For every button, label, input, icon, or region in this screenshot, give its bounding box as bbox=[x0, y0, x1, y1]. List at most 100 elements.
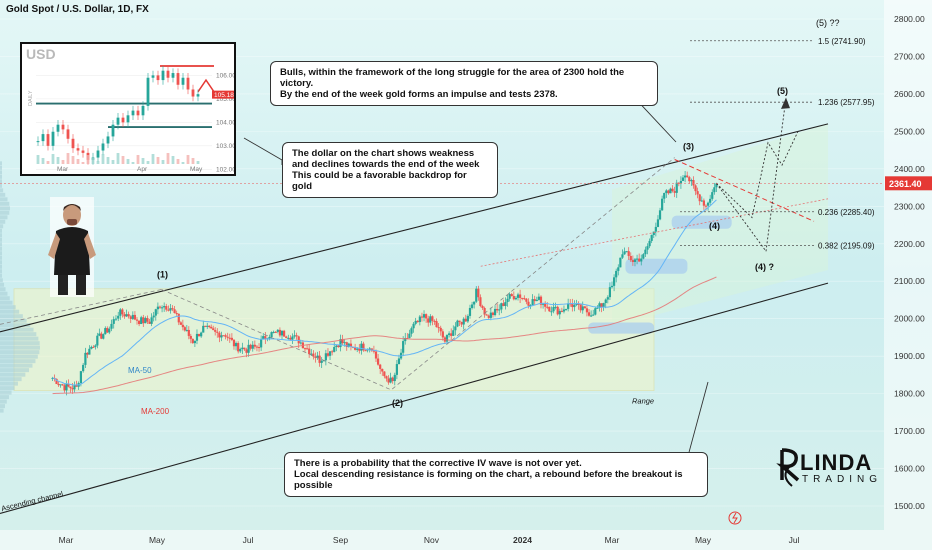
inset-candle-body bbox=[161, 70, 165, 81]
fib-label: 0.236 (2285.40) bbox=[818, 208, 875, 217]
candle-body bbox=[431, 316, 434, 321]
inset-candle-body bbox=[156, 75, 160, 81]
candle-body bbox=[598, 303, 601, 308]
candle-body bbox=[160, 307, 164, 309]
candle-body bbox=[171, 308, 174, 310]
candle-body bbox=[212, 328, 215, 331]
y-tick-label: 2100.00 bbox=[894, 276, 925, 286]
candle-body bbox=[571, 303, 574, 308]
inset-x-label: Apr bbox=[137, 166, 148, 173]
candle-body bbox=[123, 314, 126, 317]
candle-body bbox=[310, 353, 313, 355]
candle-body bbox=[608, 287, 612, 298]
candle-body bbox=[615, 270, 618, 278]
candle-body bbox=[646, 246, 649, 250]
candle-body bbox=[665, 190, 668, 193]
inset-candle-body bbox=[71, 138, 75, 149]
candle-body bbox=[127, 314, 130, 317]
candle-body bbox=[104, 328, 107, 335]
candle-body bbox=[635, 258, 639, 260]
channel-lower-line bbox=[0, 282, 829, 515]
candle-body bbox=[264, 336, 267, 339]
candle-body bbox=[106, 328, 109, 333]
candle-body bbox=[585, 308, 589, 313]
candle-body bbox=[667, 190, 670, 194]
candle-body bbox=[305, 348, 309, 350]
volume-profile-bar bbox=[0, 287, 6, 292]
candle-body bbox=[63, 385, 66, 391]
candle-body bbox=[404, 337, 407, 342]
candle-body bbox=[260, 339, 263, 348]
inset-candle-body bbox=[51, 131, 55, 146]
candle-body bbox=[339, 339, 342, 348]
y-tick-label: 2200.00 bbox=[894, 239, 925, 249]
candle-body bbox=[640, 258, 643, 262]
candle-body bbox=[681, 177, 685, 181]
candle-body bbox=[324, 353, 327, 361]
volume-profile-bar bbox=[0, 183, 2, 188]
candle-body bbox=[663, 192, 666, 199]
candle-body bbox=[239, 348, 242, 352]
candle-body bbox=[249, 344, 252, 349]
inset-volume-bar bbox=[116, 153, 120, 164]
candle-body bbox=[274, 331, 277, 333]
candle-body bbox=[214, 330, 217, 332]
volume-profile-bar bbox=[0, 372, 26, 377]
inset-price-tag bbox=[212, 90, 234, 99]
candle-body bbox=[224, 335, 227, 337]
y-tick-label: 2800.00 bbox=[894, 14, 925, 24]
candle-body bbox=[466, 315, 469, 322]
candle-body bbox=[554, 306, 557, 308]
candle-body bbox=[197, 333, 201, 337]
symbol-title: Gold Spot / U.S. Dollar, 1D, FX bbox=[6, 4, 149, 15]
candle-body bbox=[253, 344, 256, 347]
candle-body bbox=[61, 384, 64, 386]
candle-body bbox=[73, 385, 76, 390]
candle-body bbox=[437, 327, 440, 329]
inset-candle-body bbox=[166, 70, 170, 78]
candle-body bbox=[633, 259, 637, 262]
candle-body bbox=[564, 308, 568, 310]
candle-body bbox=[652, 231, 655, 235]
x-tick-label: Mar bbox=[59, 535, 74, 545]
candle-body bbox=[638, 258, 641, 262]
candle-body bbox=[489, 312, 492, 318]
candle-body bbox=[117, 315, 120, 319]
x-tick-label: May bbox=[695, 535, 712, 545]
inset-volume-bar bbox=[101, 154, 105, 164]
y-tick-label: 2300.00 bbox=[894, 201, 925, 211]
candle-body bbox=[671, 188, 674, 192]
candle-body bbox=[86, 352, 89, 355]
candle-body bbox=[293, 335, 296, 337]
inset-volume-bar bbox=[56, 157, 60, 164]
candle-body bbox=[558, 310, 561, 315]
candle-body bbox=[268, 336, 271, 339]
candle-body bbox=[627, 251, 630, 256]
candle-body bbox=[610, 285, 614, 288]
candle-body bbox=[283, 330, 286, 337]
volume-profile-bar bbox=[0, 192, 6, 197]
inset-candle-body bbox=[96, 150, 100, 158]
volume-profile-bar bbox=[0, 224, 4, 229]
candle-body bbox=[148, 321, 151, 324]
candle-body bbox=[341, 339, 344, 344]
wave-label-1: (1) bbox=[157, 269, 168, 279]
candle-body bbox=[257, 347, 261, 349]
candle-body bbox=[661, 198, 664, 211]
candle-body bbox=[544, 303, 547, 307]
candle-body bbox=[429, 316, 432, 323]
inset-volume-bar bbox=[146, 161, 150, 164]
candle-body bbox=[462, 318, 465, 325]
candle-body bbox=[694, 185, 697, 192]
volume-profile-bar bbox=[0, 228, 2, 233]
candle-body bbox=[247, 344, 250, 353]
candle-body bbox=[604, 299, 607, 304]
candle-body bbox=[602, 303, 605, 308]
candle-body bbox=[82, 364, 85, 372]
fib-label: 1.236 (2577.95) bbox=[818, 98, 875, 107]
candle-body bbox=[133, 314, 137, 320]
candle-body bbox=[208, 325, 211, 327]
candle-body bbox=[84, 352, 87, 365]
x-tick-label: May bbox=[149, 535, 166, 545]
volume-profile-bar bbox=[0, 300, 13, 305]
